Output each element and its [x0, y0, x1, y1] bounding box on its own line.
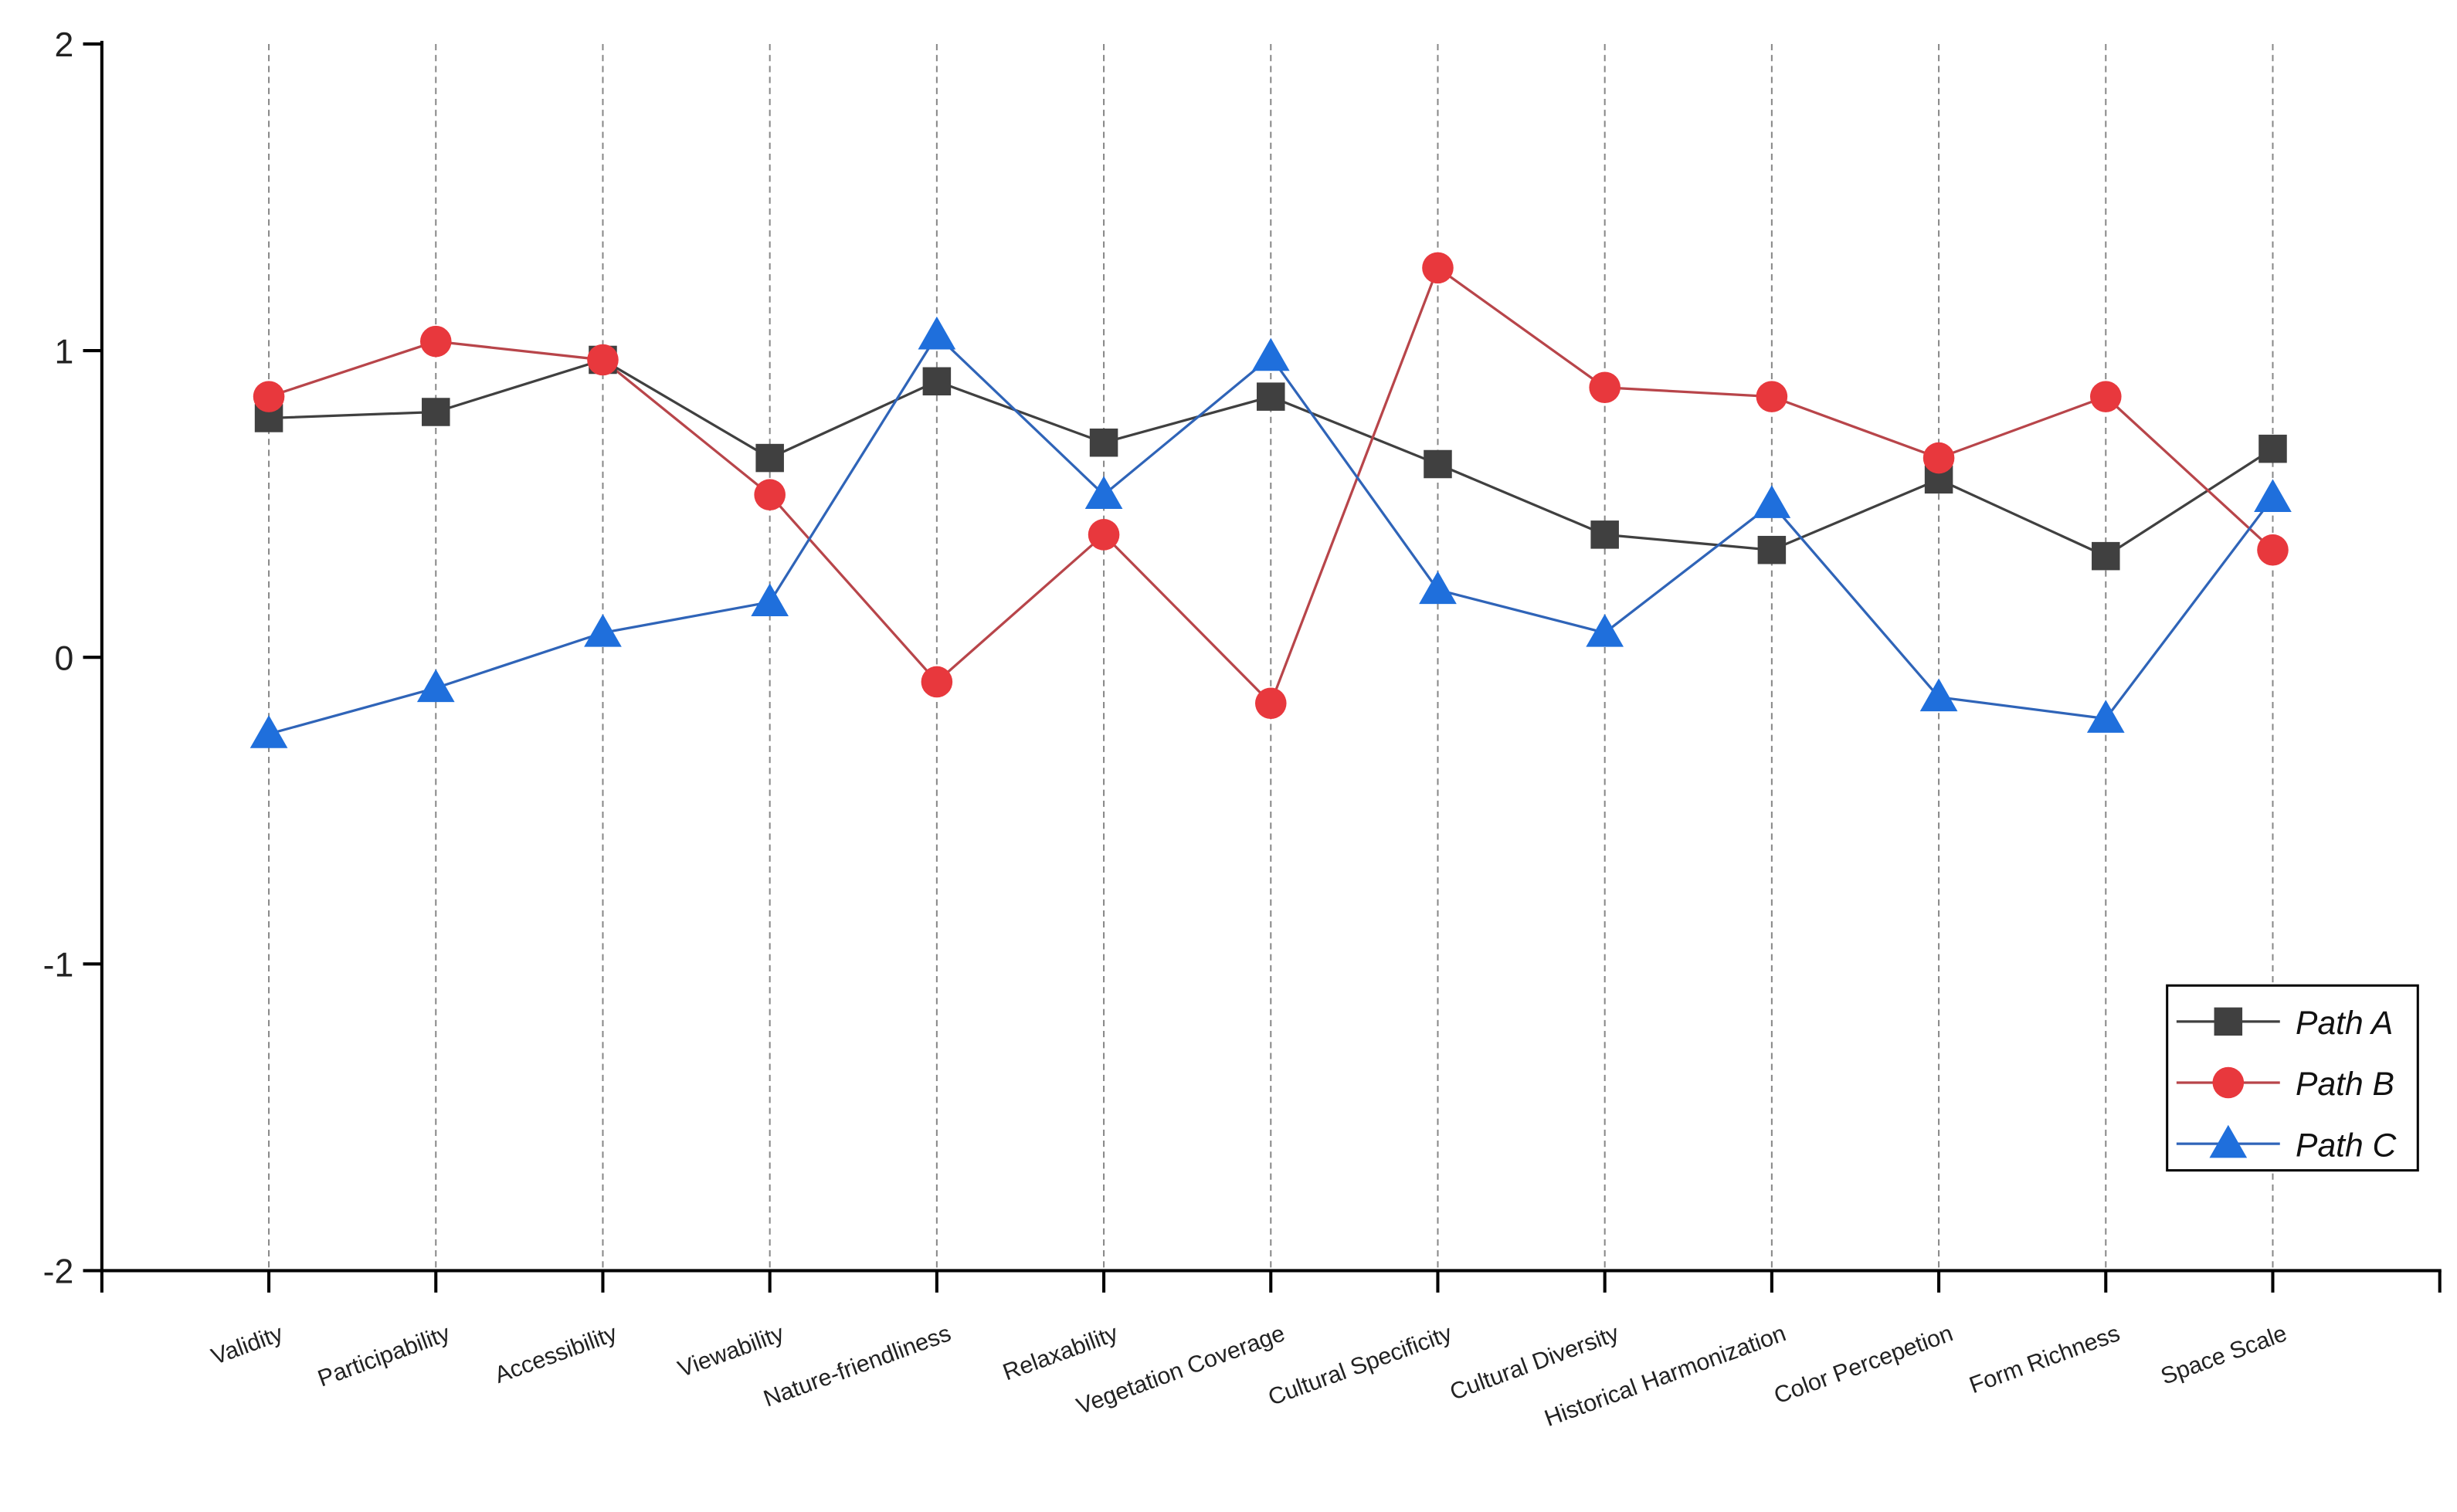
legend-label: Path A: [2296, 1005, 2393, 1042]
marker: [1088, 519, 1120, 551]
marker: [754, 479, 786, 511]
marker: [2214, 1007, 2243, 1036]
y-tick-label: -1: [43, 947, 74, 985]
marker: [587, 344, 619, 376]
marker: [2258, 434, 2287, 463]
marker: [2257, 534, 2289, 566]
marker: [584, 614, 622, 647]
x-tick-label: Relaxability: [999, 1320, 1122, 1385]
marker: [1757, 535, 1787, 564]
x-tick-label: Form Richness: [1966, 1320, 2123, 1398]
marker: [1422, 252, 1454, 284]
marker: [1251, 337, 1290, 371]
marker: [2254, 479, 2292, 512]
marker: [419, 325, 452, 358]
x-tick-label: Nature-friendliness: [760, 1320, 955, 1412]
marker: [2212, 1066, 2245, 1099]
legend-box: [2166, 984, 2419, 1172]
x-tick-label: Space Scale: [2157, 1320, 2290, 1389]
marker: [1089, 428, 1118, 457]
x-tick-label: Viewability: [674, 1320, 788, 1382]
marker: [422, 398, 450, 426]
marker: [2209, 1124, 2248, 1158]
x-tick-label: Validity: [208, 1320, 287, 1370]
y-tick-label: -2: [43, 1253, 74, 1291]
marker: [755, 443, 784, 473]
y-tick-label: 0: [55, 639, 74, 677]
marker: [1756, 381, 1788, 412]
marker: [249, 715, 288, 748]
legend-label: Path B: [2296, 1066, 2394, 1103]
x-tick-label: Cultural Specificity: [1264, 1320, 1456, 1411]
marker: [922, 367, 952, 396]
marker: [1919, 678, 1958, 712]
y-tick-label: 1: [55, 333, 74, 371]
marker: [416, 669, 455, 703]
marker: [1590, 520, 1619, 549]
x-tick-label: Color Percepetion: [1770, 1320, 1956, 1409]
marker: [1923, 442, 1955, 474]
marker: [1419, 571, 1457, 605]
marker: [2089, 381, 2122, 412]
marker: [253, 381, 285, 412]
marker: [1254, 687, 1287, 720]
marker: [1586, 614, 1624, 647]
legend: Path A Path B Path C: [2166, 984, 2419, 1172]
marker: [1424, 449, 1452, 479]
marker: [2092, 541, 2120, 571]
marker: [751, 583, 789, 616]
marker: [1589, 371, 1620, 404]
marker: [918, 316, 956, 350]
legend-label: Path C: [2296, 1127, 2396, 1164]
x-tick-label: Accessibility: [491, 1320, 621, 1388]
marker: [2086, 700, 2125, 733]
x-tick-label: Participability: [314, 1320, 454, 1392]
marker: [1257, 382, 1285, 411]
marker: [921, 666, 953, 698]
marker: [1753, 485, 1791, 518]
marker: [1084, 476, 1123, 509]
y-tick-label: 2: [55, 26, 74, 64]
